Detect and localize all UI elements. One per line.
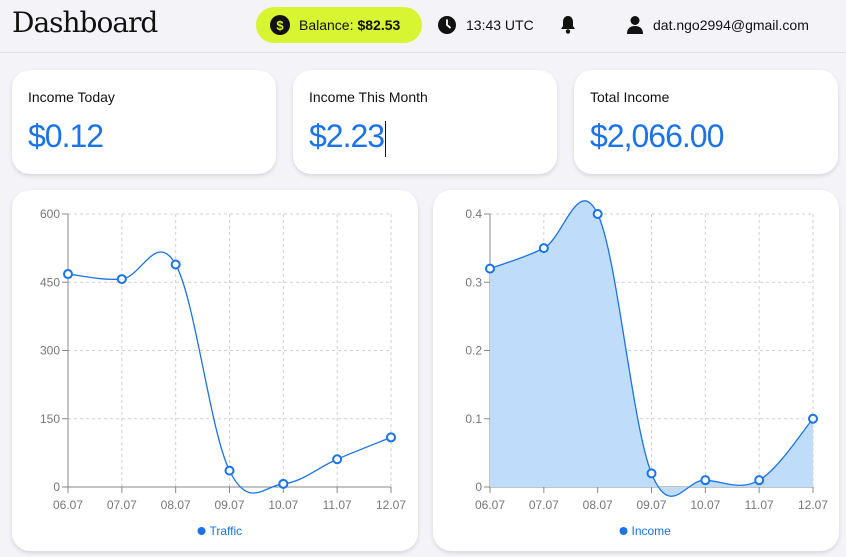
y-tick-label: 300	[40, 344, 60, 358]
balance-value: $82.53	[357, 17, 401, 33]
balance-label: Balance:	[299, 17, 354, 33]
y-tick-label: 0	[475, 480, 482, 494]
x-tick-label: 11.07	[323, 498, 352, 512]
clock-icon	[438, 16, 456, 34]
income-month-value-wrap[interactable]: $2.23	[309, 118, 387, 157]
user-email: dat.ngo2994@gmail.com	[653, 17, 809, 33]
y-tick-label: 600	[40, 207, 60, 221]
y-tick-label: 0.1	[465, 412, 482, 426]
x-tick-label: 09.07	[636, 498, 666, 512]
x-tick-label: 10.07	[268, 498, 298, 512]
x-tick-label: 11.07	[745, 498, 774, 512]
legend-label: Traffic	[210, 524, 243, 538]
total-income-card: Total Income $2,066.00	[574, 70, 838, 174]
x-tick-label: 10.07	[690, 498, 720, 512]
y-tick-label: 150	[40, 412, 60, 426]
total-income-label: Total Income	[590, 89, 670, 105]
x-tick-label: 12.07	[376, 498, 406, 512]
income-chart: 0 0.1 0.2 0.3 0.4 06.07 07.07 08.07 09.07 10.07 11…	[465, 200, 828, 538]
notifications-button[interactable]	[560, 15, 576, 40]
x-tick-label: 07.07	[529, 498, 559, 512]
bell-icon	[561, 16, 575, 34]
data-point	[485, 263, 495, 274]
x-tick-label: 07.07	[107, 498, 137, 512]
total-income-value: $2,066.00	[590, 118, 724, 154]
data-point	[332, 454, 343, 465]
text-cursor	[385, 120, 387, 157]
data-point	[646, 468, 657, 479]
y-tick-label: 0.3	[465, 275, 482, 289]
traffic-chart-card: 0 150 300 450 600 06.07 07.07 08.07 09.07 10.07 11…	[12, 190, 418, 551]
x-tick-label: 08.07	[161, 498, 191, 512]
income-today-card: Income Today $0.12	[12, 70, 276, 174]
user-icon	[627, 16, 643, 34]
y-tick-label: 0.4	[465, 207, 482, 221]
x-tick-label: 12.07	[798, 498, 828, 512]
x-tick-label: 09.07	[214, 498, 244, 512]
legend-marker	[197, 527, 206, 535]
data-point	[170, 259, 181, 270]
balance-pill[interactable]: $ Balance: $82.53	[256, 7, 422, 43]
user-menu[interactable]: dat.ngo2994@gmail.com	[626, 15, 809, 35]
data-point	[808, 413, 818, 424]
traffic-chart: 0 150 300 450 600 06.07 07.07 08.07 09.07 10.07 11…	[40, 207, 406, 538]
data-point	[116, 274, 127, 285]
data-point	[592, 209, 603, 219]
x-tick-label: 06.07	[53, 498, 83, 512]
income-today-label: Income Today	[28, 89, 115, 105]
data-point	[224, 465, 235, 476]
income-month-value: $2.23	[309, 118, 385, 154]
server-time: 13:43 UTC	[437, 15, 534, 35]
income-chart-card: 0 0.1 0.2 0.3 0.4 06.07 07.07 08.07 09.07 10.07 11…	[433, 190, 839, 551]
income-month-label: Income This Month	[309, 89, 428, 105]
x-tick-label: 06.07	[475, 498, 505, 512]
legend-marker	[619, 527, 628, 535]
y-tick-label: 0.2	[465, 344, 482, 358]
y-tick-label: 0	[53, 480, 60, 494]
income-today-value: $0.12	[28, 118, 104, 154]
data-point	[700, 475, 711, 486]
data-point	[278, 478, 289, 489]
x-tick-label: 08.07	[583, 498, 613, 512]
time-text: 13:43 UTC	[466, 17, 534, 33]
app-logo[interactable]: Dashboard	[12, 6, 158, 39]
top-bar: Dashboard $ Balance: $82.53 13:43 UTC da…	[0, 0, 846, 53]
series-line	[67, 251, 392, 494]
series-area	[490, 200, 813, 497]
y-tick-label: 450	[40, 275, 60, 289]
data-point	[538, 243, 549, 254]
data-point	[754, 475, 765, 486]
data-point	[386, 432, 396, 443]
data-point	[63, 269, 73, 280]
income-month-card: Income This Month $2.23	[293, 70, 557, 174]
dollar-coin-icon: $	[270, 15, 290, 35]
legend-label: Income	[632, 524, 672, 538]
